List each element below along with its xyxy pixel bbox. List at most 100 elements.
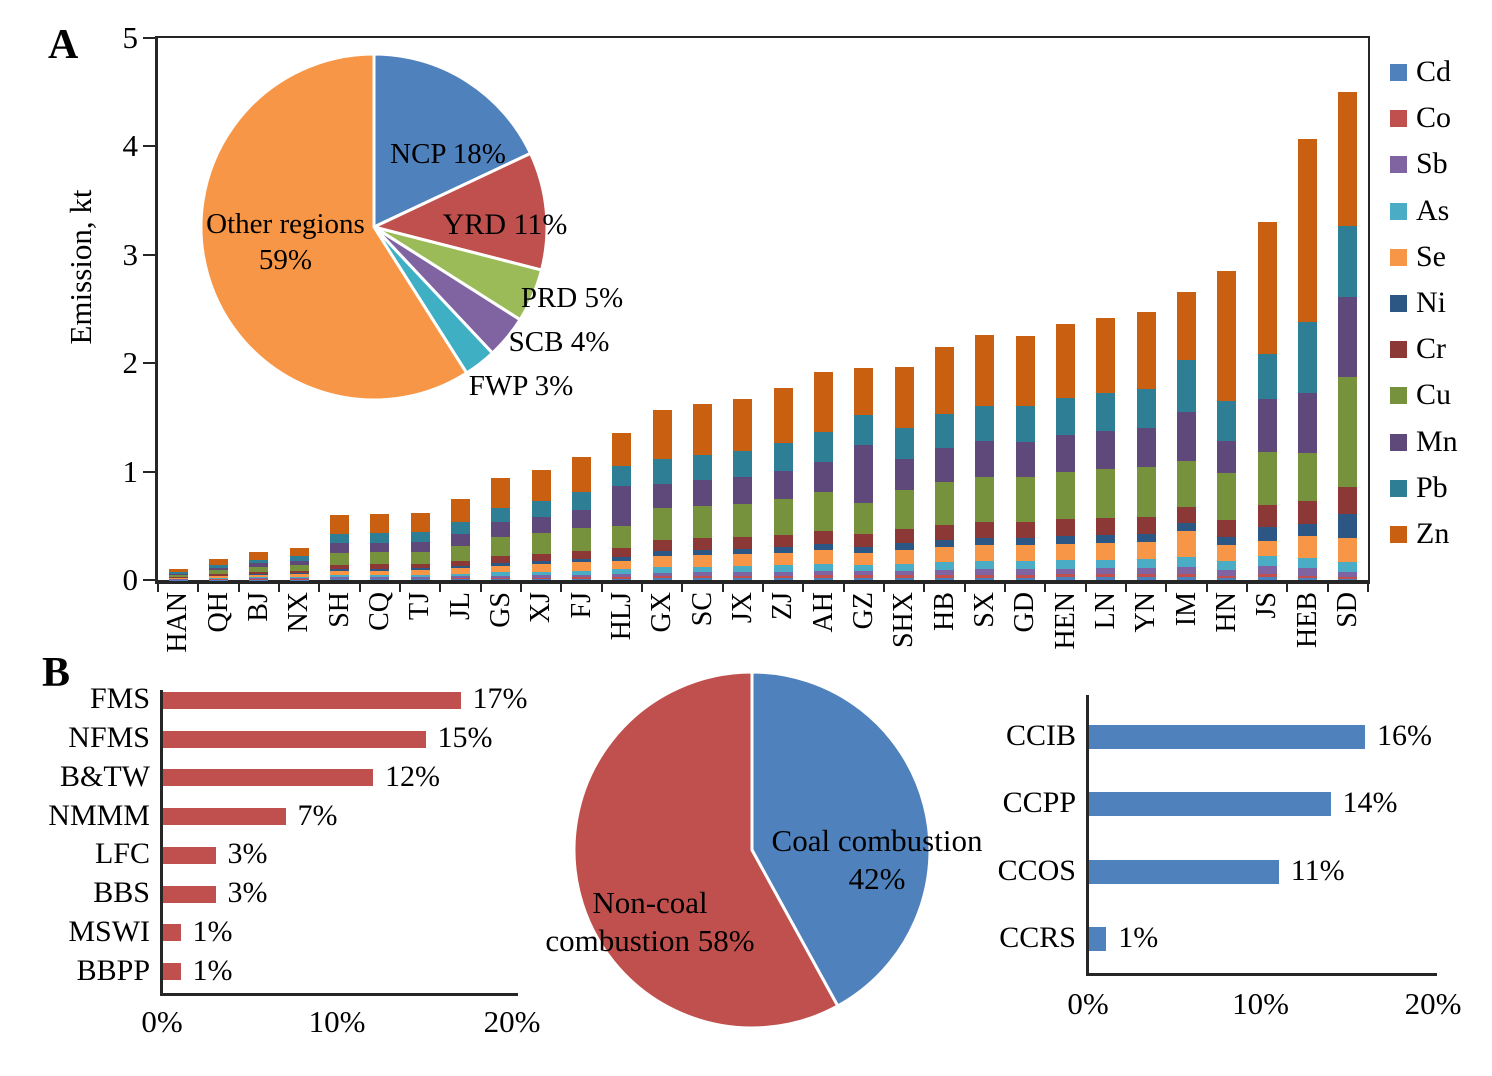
bar-segment-Cd <box>733 578 753 580</box>
bar-segment-Cr <box>289 570 309 573</box>
bar-segment-Mn <box>451 533 470 546</box>
bar-segment-Cr <box>531 553 551 562</box>
bar-segment-Co <box>1096 574 1116 578</box>
y-axis-line <box>160 690 163 996</box>
pie-slice <box>572 670 840 1030</box>
x-tick-label-IM: IM <box>1170 592 1202 627</box>
bar-segment-Se <box>1015 545 1035 562</box>
x-axis-tick <box>278 584 280 592</box>
legend-swatch-Cu <box>1390 387 1407 405</box>
bar-segment-Cd <box>1096 577 1116 580</box>
bar-segment-Sb <box>330 577 349 579</box>
bar-segment-Ni <box>693 549 712 556</box>
bar-segment-Sb <box>249 578 269 580</box>
bar-segment-Pb <box>975 405 995 442</box>
bar-segment-Se <box>652 555 672 567</box>
bar-segment-Pb <box>854 415 874 446</box>
bar-segment-As <box>249 577 269 579</box>
bar-segment-Sb <box>1338 572 1358 578</box>
stacked-bar-SD <box>1338 92 1358 580</box>
bar-segment-Mn <box>1015 441 1035 478</box>
bar-segment-As <box>1217 561 1237 571</box>
bar-segment-Cd <box>451 579 470 580</box>
category-label-FMS: FMS <box>89 682 150 716</box>
value-label-BBPP: 1% <box>192 953 233 987</box>
bar-segment-Mn <box>854 445 874 503</box>
bar-segment-Zn <box>935 347 954 415</box>
bar-segment-Co <box>693 576 712 579</box>
bar-segment-Zn <box>249 551 269 560</box>
bar-segment-Co <box>1015 574 1035 578</box>
bar-segment-Pb <box>289 556 309 561</box>
stacked-bar-IM <box>1177 291 1196 580</box>
legend-swatch-Co <box>1390 110 1407 128</box>
x-tick-label: 10% <box>308 1004 366 1039</box>
bar-segment-Ni <box>1015 538 1035 546</box>
legend-label-As: As <box>1416 193 1450 227</box>
x-axis-tick <box>1084 584 1087 592</box>
bar-segment-Cd <box>1056 577 1075 580</box>
x-axis-tick <box>197 584 200 592</box>
bar-segment-As <box>935 562 954 570</box>
bar-segment-Pb <box>330 533 349 544</box>
bar-segment-Cu <box>1096 469 1116 518</box>
category-label-BBS: BBS <box>93 876 150 910</box>
bar-segment-Cu <box>370 552 390 565</box>
x-tick-label-NX: NX <box>283 592 315 633</box>
x-tick-label-TJ: TJ <box>404 592 436 620</box>
x-tick-label: 0% <box>141 1004 183 1039</box>
x-tick-label-SD: SD <box>1331 592 1363 628</box>
bar-segment-Cr <box>1298 501 1317 524</box>
category-label-CCRS: CCRS <box>999 921 1076 955</box>
bar-segment-Mn <box>652 483 672 509</box>
bar-segment-Ni <box>975 537 995 546</box>
hbar-CCRS <box>1089 927 1107 952</box>
bar-segment-Cu <box>330 552 349 565</box>
bar-segment-Zn <box>209 559 228 566</box>
value-label-BBS: 3% <box>227 876 268 910</box>
stacked-bar-LN <box>1096 317 1116 580</box>
bar-segment-Cr <box>1217 519 1237 537</box>
bar-segment-Mn <box>531 517 551 534</box>
legend-label-Mn: Mn <box>1416 424 1458 458</box>
bar-segment-Cr <box>1338 486 1358 514</box>
bar-segment-As <box>894 563 914 571</box>
bar-segment-Cd <box>370 579 390 580</box>
x-axis-tick <box>1326 584 1329 592</box>
stacked-bar-NX <box>289 547 309 580</box>
bar-segment-Co <box>1298 575 1317 578</box>
x-tick-label-JL: JL <box>444 592 476 620</box>
bar-segment-Co <box>531 577 551 579</box>
bar-segment-Pb <box>1015 406 1035 442</box>
bar-segment-Cr <box>209 574 228 576</box>
bar-segment-Mn <box>289 560 309 565</box>
category-label-CCOS: CCOS <box>997 853 1076 887</box>
bar-segment-Co <box>370 578 390 580</box>
hbar-NMMM <box>163 808 286 826</box>
bar-segment-Pb <box>410 532 430 542</box>
bar-segment-Sb <box>1096 568 1116 575</box>
bar-segment-Sb <box>814 570 833 576</box>
bar-segment-Cu <box>733 503 753 538</box>
y-tick-label: 0 <box>122 562 139 597</box>
bar-segment-Co <box>1177 573 1196 578</box>
bar-segment-Ni <box>612 557 632 562</box>
bar-segment-As <box>370 574 390 578</box>
x-axis-tick <box>762 584 764 592</box>
bar-segment-Cd <box>693 578 712 580</box>
bar-segment-Sb <box>1136 568 1156 575</box>
bar-segment-Cr <box>975 521 995 538</box>
bar-segment-Pb <box>370 532 390 543</box>
legend-label-Co: Co <box>1416 101 1452 135</box>
y-axis-line <box>1086 695 1089 976</box>
bar-segment-Sb <box>894 570 914 576</box>
bar-segment-Ni <box>935 539 954 547</box>
legend-label-Sb: Sb <box>1416 147 1448 181</box>
pie-slice-label: FWP 3% <box>468 370 574 402</box>
bar-segment-Sb <box>935 569 954 575</box>
bar-segment-Cd <box>1217 578 1237 580</box>
x-tick-label-HN: HN <box>1210 592 1242 633</box>
x-axis-tick <box>1044 584 1047 592</box>
bar-segment-Se <box>693 555 712 567</box>
bar-segment-Mn <box>1298 392 1317 453</box>
